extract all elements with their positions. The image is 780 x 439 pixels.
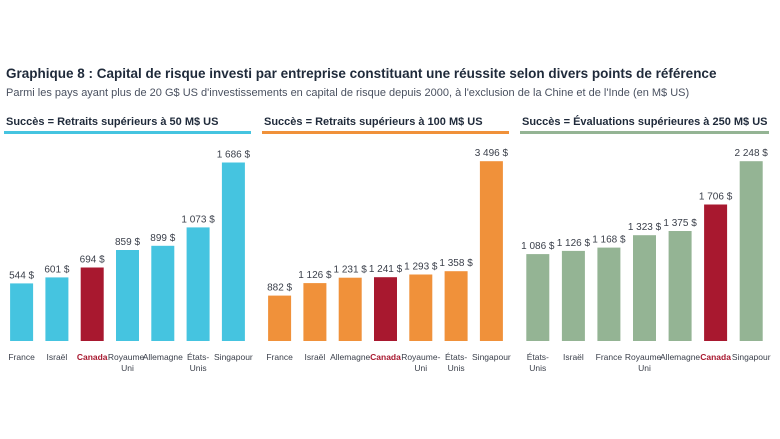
data-label-0-1: 601 $ xyxy=(44,264,69,275)
data-label-0-3: 859 $ xyxy=(115,237,140,248)
bar-0-4 xyxy=(151,245,175,341)
category-label-2-0-0: États- xyxy=(527,352,549,362)
bar-1-6 xyxy=(479,161,503,341)
data-label-2-4: 1 375 $ xyxy=(663,218,697,229)
bar-0-6 xyxy=(221,162,245,341)
category-label-0-1-0: Israël xyxy=(47,352,68,362)
data-label-2-1: 1 126 $ xyxy=(557,238,591,249)
category-label-0-3-0: Royaume- xyxy=(108,352,147,362)
panel-rule-exits-50m xyxy=(4,131,251,134)
data-label-0-5: 1 073 $ xyxy=(181,214,215,225)
category-label-1-5-0: États- xyxy=(445,352,467,362)
data-label-0-6: 1 686 $ xyxy=(217,150,251,161)
category-label-2-3-0: Royaume- xyxy=(625,352,664,362)
chart-title: Graphique 8 : Capital de risque investi … xyxy=(6,66,717,81)
category-label-2-0-1: Unis xyxy=(529,363,546,373)
category-label-2-3-1: Uni xyxy=(638,363,651,373)
data-label-2-3: 1 323 $ xyxy=(628,222,662,233)
bar-2-2 xyxy=(597,247,621,341)
category-label-0-3-1: Uni xyxy=(121,363,134,373)
bar-2-6 xyxy=(739,161,763,341)
bar-1-1 xyxy=(303,283,327,341)
data-label-1-4: 1 293 $ xyxy=(404,262,438,273)
data-label-2-2: 1 168 $ xyxy=(592,235,626,246)
bar-2-0 xyxy=(526,254,550,341)
chart-subtitle: Parmi les pays ayant plus de 20 G$ US d'… xyxy=(6,87,690,99)
bar-1-5 xyxy=(444,271,468,341)
category-label-2-4-0: Allemagne xyxy=(660,352,700,362)
category-label-2-5-0: Canada xyxy=(700,352,731,362)
bar-0-5 xyxy=(186,227,210,341)
panel-title-exits-50m: Succès = Retraits supérieurs à 50 M$ US xyxy=(6,116,219,128)
data-label-1-6: 3 496 $ xyxy=(475,148,509,159)
data-label-1-2: 1 231 $ xyxy=(334,265,368,276)
bar-0-3 xyxy=(116,250,139,341)
data-label-0-2: 694 $ xyxy=(80,255,105,266)
category-label-0-4-0: Allemagne xyxy=(143,352,183,362)
category-label-2-1-0: Israël xyxy=(563,352,584,362)
bar-1-3 xyxy=(374,277,397,341)
category-label-0-0-0: France xyxy=(8,352,35,362)
bar-0-2 xyxy=(80,267,104,341)
panel-rule-exits-100m xyxy=(262,131,509,134)
bar-1-2 xyxy=(338,277,362,341)
category-label-0-5-1: Unis xyxy=(190,363,207,373)
category-label-2-2-0: France xyxy=(596,352,623,362)
data-label-2-5: 1 706 $ xyxy=(699,192,733,203)
data-label-2-0: 1 086 $ xyxy=(521,241,555,252)
category-label-1-6-0: Singapour xyxy=(472,352,511,362)
category-label-1-4-1: Uni xyxy=(414,363,427,373)
bar-1-0 xyxy=(268,295,292,341)
data-label-1-3: 1 241 $ xyxy=(369,264,403,275)
bar-2-1 xyxy=(561,250,585,341)
data-label-0-0: 544 $ xyxy=(9,270,34,281)
panel-title-valuations-250m: Succès = Évaluations supérieures à 250 M… xyxy=(522,116,768,128)
data-label-1-1: 1 126 $ xyxy=(298,270,332,281)
bar-1-4 xyxy=(409,274,433,341)
bar-2-3 xyxy=(633,235,656,341)
data-label-0-4: 899 $ xyxy=(150,233,175,244)
panel-rule-valuations-250m xyxy=(520,131,769,134)
data-label-1-5: 1 358 $ xyxy=(439,258,473,269)
category-label-1-5-1: Unis xyxy=(448,363,465,373)
bar-2-5 xyxy=(704,204,728,341)
bar-2-4 xyxy=(668,231,692,341)
category-label-1-4-0: Royaume- xyxy=(401,352,440,362)
bar-0-0 xyxy=(10,283,34,341)
category-label-0-6-0: Singapour xyxy=(214,352,253,362)
bar-0-1 xyxy=(45,277,69,341)
category-label-1-2-0: Allemagne xyxy=(330,352,370,362)
category-label-0-2-0: Canada xyxy=(77,352,108,362)
category-label-0-5-0: États- xyxy=(187,352,209,362)
data-label-2-6: 2 248 $ xyxy=(735,148,769,159)
category-label-2-6-0: Singapour xyxy=(732,352,771,362)
category-label-1-1-0: Israël xyxy=(305,352,326,362)
category-label-1-0-0: France xyxy=(266,352,293,362)
category-label-1-3-0: Canada xyxy=(370,352,401,362)
data-label-1-0: 882 $ xyxy=(267,283,292,294)
panel-title-exits-100m: Succès = Retraits supérieurs à 100 M$ US xyxy=(264,116,483,128)
